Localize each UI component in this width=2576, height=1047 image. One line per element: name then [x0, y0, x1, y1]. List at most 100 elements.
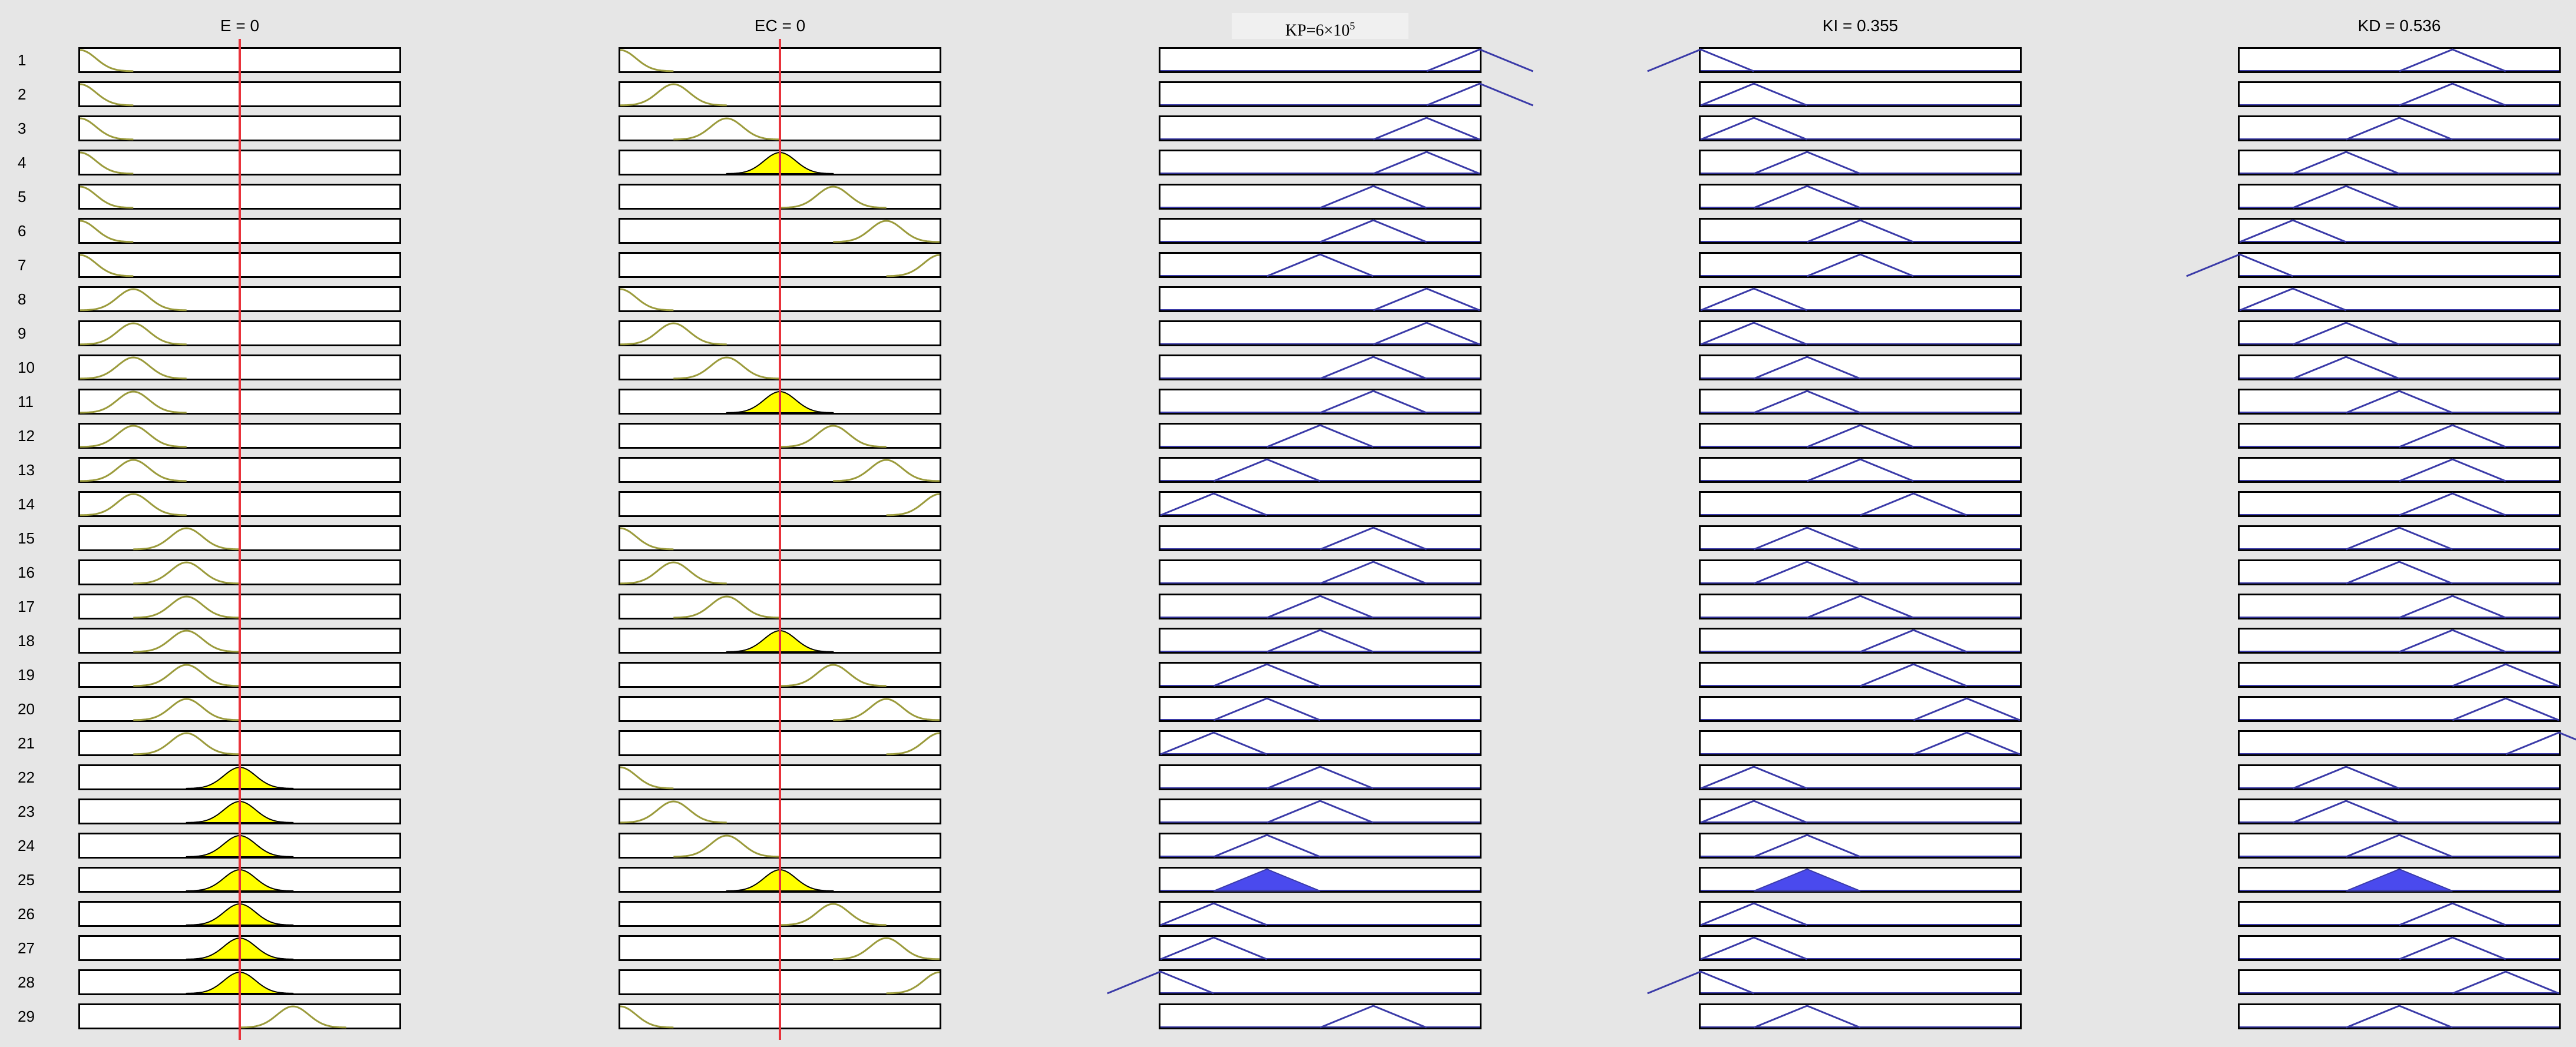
rule-5-kp-plot[interactable] [1159, 184, 1482, 210]
rule-23-kd-plot[interactable] [2238, 798, 2561, 824]
membership-curve [2346, 834, 2453, 858]
rule-15-ki-plot[interactable] [1699, 525, 2022, 551]
rule-16-kp-plot[interactable] [1159, 559, 1482, 585]
rule-6-kd-plot[interactable] [2238, 218, 2561, 244]
rule-11-kd-plot[interactable] [2238, 389, 2561, 415]
membership-function [886, 493, 940, 516]
rule-12-ki-plot[interactable] [1699, 423, 2022, 449]
rule-3-ki-plot[interactable] [1699, 115, 2022, 141]
rule-4-ki-plot[interactable] [1699, 150, 2022, 175]
membership-function [673, 117, 781, 141]
rule-18-kp-plot[interactable] [1159, 628, 1482, 654]
rule-17-ki-plot[interactable] [1699, 594, 2022, 619]
rule-2-kp-plot[interactable] [1159, 81, 1533, 107]
rule-6-kp-plot[interactable] [1159, 218, 1482, 244]
rule-20-ki-plot[interactable] [1699, 696, 2022, 722]
rule-13-ki-plot[interactable] [1699, 457, 2022, 483]
rule-6-ki-plot[interactable] [1699, 218, 2022, 244]
rule-7-kp-plot[interactable] [1159, 252, 1482, 278]
rule-11-ki-plot[interactable] [1699, 389, 2022, 415]
rule-7-ki-plot[interactable] [1699, 252, 2022, 278]
rule-15-kp-plot[interactable] [1159, 525, 1482, 551]
rule-16-kd-plot[interactable] [2238, 559, 2561, 585]
rule-16-ki-plot[interactable] [1699, 559, 2022, 585]
rule-2-kd-plot[interactable] [2238, 81, 2561, 107]
rule-22-kd-plot[interactable] [2238, 764, 2561, 790]
rule-22-kp-plot[interactable] [1159, 764, 1482, 790]
rule-12-kp-plot[interactable] [1159, 423, 1482, 449]
rule-9-kp-plot[interactable] [1159, 320, 1482, 346]
rule-10-ki-plot[interactable] [1699, 354, 2022, 380]
rule-8-ki-plot[interactable] [1699, 286, 2022, 312]
ec-index-line[interactable] [779, 39, 781, 1040]
rule-3-kp-plot[interactable] [1159, 115, 1482, 141]
rule-13-kp-plot[interactable] [1159, 457, 1482, 483]
rule-10-kd-plot[interactable] [2238, 354, 2561, 380]
rule-19-ki-plot[interactable] [1699, 662, 2022, 688]
rule-19-kd-plot[interactable] [2238, 662, 2561, 688]
rule-14-ki-plot[interactable] [1699, 491, 2022, 517]
rule-27-ki-plot[interactable] [1699, 935, 2022, 961]
membership-curve [1860, 492, 1967, 516]
membership-function [2240, 492, 2559, 516]
rule-28-kp-plot[interactable] [1107, 969, 1482, 995]
rule-23-kp-plot[interactable] [1159, 798, 1482, 824]
rule-17-kd-plot[interactable] [2238, 594, 2561, 619]
rule-26-kp-plot[interactable] [1159, 901, 1482, 927]
rule-14-kd-plot[interactable] [2238, 491, 2561, 517]
rule-9-ki-plot[interactable] [1699, 320, 2022, 346]
rule-25-kp-plot[interactable] [1159, 867, 1482, 893]
rule-10-kp-plot[interactable] [1159, 354, 1482, 380]
e-index-line[interactable] [239, 39, 241, 1040]
rule-18-kd-plot[interactable] [2238, 628, 2561, 654]
membership-function [1700, 902, 2020, 926]
rule-1-ki-plot[interactable] [1647, 47, 2022, 73]
rule-29-kd-plot[interactable] [2238, 1003, 2561, 1029]
rule-13-kd-plot[interactable] [2238, 457, 2561, 483]
rule-5-kd-plot[interactable] [2238, 184, 2561, 210]
rule-18-ki-plot[interactable] [1699, 628, 2022, 654]
rule-21-kd-plot[interactable] [2238, 730, 2576, 756]
rule-5-ki-plot[interactable] [1699, 184, 2022, 210]
rule-24-ki-plot[interactable] [1699, 833, 2022, 859]
rule-20-kp-plot[interactable] [1159, 696, 1482, 722]
rule-1-kp-plot[interactable] [1159, 47, 1533, 73]
rule-20-kd-plot[interactable] [2238, 696, 2561, 722]
rule-7-kd-plot[interactable] [2186, 252, 2561, 278]
rule-29-ki-plot[interactable] [1699, 1003, 2022, 1029]
rule-25-ki-plot[interactable] [1699, 867, 2022, 893]
rule-24-kp-plot[interactable] [1159, 833, 1482, 859]
rule-22-ki-plot[interactable] [1699, 764, 2022, 790]
rule-8-kd-plot[interactable] [2238, 286, 2561, 312]
membership-function [1701, 731, 2021, 756]
rule-28-ki-plot[interactable] [1647, 969, 2022, 995]
rule-25-kd-plot[interactable] [2238, 867, 2561, 893]
rule-2-ki-plot[interactable] [1699, 81, 2022, 107]
rule-14-kp-plot[interactable] [1159, 491, 1482, 517]
rule-27-kd-plot[interactable] [2238, 935, 2561, 961]
column-title-superscript: 5 [1350, 20, 1355, 32]
membership-function [1700, 287, 2020, 312]
membership-function [1701, 151, 2020, 175]
rule-26-kd-plot[interactable] [2238, 901, 2561, 927]
rule-1-kd-plot[interactable] [2238, 47, 2561, 73]
rule-29-kp-plot[interactable] [1159, 1003, 1482, 1029]
rule-4-kp-plot[interactable] [1159, 150, 1482, 175]
rule-27-kp-plot[interactable] [1159, 935, 1482, 961]
rule-21-ki-plot[interactable] [1699, 730, 2022, 756]
rule-23-ki-plot[interactable] [1699, 798, 2022, 824]
rule-28-kd-plot[interactable] [2238, 969, 2561, 995]
rule-3-kd-plot[interactable] [2238, 115, 2561, 141]
membership-curve [2292, 800, 2400, 824]
rule-19-kp-plot[interactable] [1159, 662, 1482, 688]
rule-12-kd-plot[interactable] [2238, 423, 2561, 449]
rule-21-kp-plot[interactable] [1159, 730, 1482, 756]
rule-9-kd-plot[interactable] [2238, 320, 2561, 346]
rule-24-kd-plot[interactable] [2238, 833, 2561, 859]
rule-11-kp-plot[interactable] [1159, 389, 1482, 415]
rule-8-kp-plot[interactable] [1159, 286, 1482, 312]
rule-4-kd-plot[interactable] [2238, 150, 2561, 175]
rule-26-ki-plot[interactable] [1699, 901, 2022, 927]
rule-17-kp-plot[interactable] [1159, 594, 1482, 619]
rule-15-kd-plot[interactable] [2238, 525, 2561, 551]
